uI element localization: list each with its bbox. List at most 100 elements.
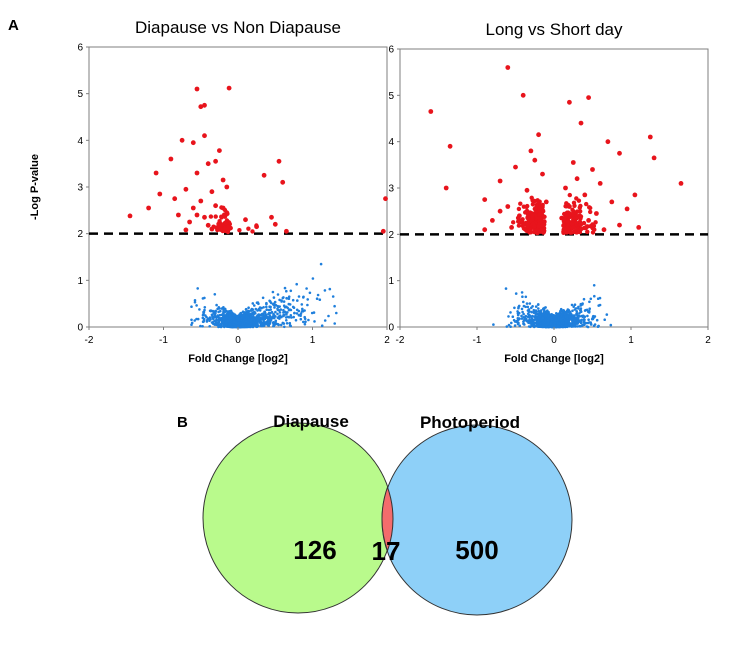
significant-point — [208, 214, 214, 219]
nonsignificant-point — [593, 294, 596, 298]
nonsignificant-point — [509, 311, 512, 314]
nonsignificant-point — [296, 299, 299, 302]
nonsignificant-point — [315, 297, 319, 301]
nonsignificant-point — [203, 306, 207, 309]
nonsignificant-point — [228, 313, 232, 317]
nonsignificant-point — [195, 317, 198, 321]
nonsignificant-point — [581, 314, 585, 318]
nonsignificant-point — [285, 305, 288, 309]
nonsignificant-point — [285, 319, 288, 322]
significant-point — [179, 137, 185, 143]
nonsignificant-point — [291, 298, 295, 302]
nonsignificant-point — [279, 323, 283, 327]
nonsignificant-point — [327, 314, 330, 318]
nonsignificant-point — [262, 316, 265, 320]
nonsignificant-point — [528, 302, 532, 305]
nonsignificant-point — [262, 324, 265, 328]
plot-title: Diapause vs Non Diapause — [135, 18, 341, 37]
nonsignificant-point — [323, 289, 327, 292]
nonsignificant-point — [262, 314, 266, 317]
nonsignificant-point — [320, 324, 324, 328]
nonsignificant-point — [281, 296, 285, 300]
panel-letter-a: A — [8, 17, 19, 34]
nonsignificant-point — [252, 312, 256, 316]
significant-point — [168, 156, 174, 162]
nonsignificant-point — [289, 289, 293, 293]
nonsignificant-point — [513, 306, 516, 310]
nonsignificant-point — [311, 277, 315, 280]
nonsignificant-point — [241, 314, 245, 317]
nonsignificant-point — [253, 304, 256, 307]
nonsignificant-point — [205, 319, 209, 322]
significant-point — [226, 85, 232, 91]
significant-point — [261, 172, 267, 178]
nonsignificant-point — [299, 317, 303, 321]
nonsignificant-point — [303, 322, 307, 326]
nonsignificant-point — [244, 320, 248, 323]
significant-point — [198, 104, 204, 110]
nonsignificant-point — [265, 302, 268, 306]
significant-point — [254, 223, 259, 228]
nonsignificant-point — [257, 307, 261, 311]
nonsignificant-point — [605, 313, 609, 316]
nonsignificant-point — [268, 299, 271, 303]
nonsignificant-point — [276, 307, 279, 311]
nonsignificant-point — [573, 303, 577, 307]
significant-point — [209, 189, 215, 195]
significant-point — [198, 198, 204, 204]
significant-point — [272, 221, 278, 227]
x-tick-label: -2 — [85, 335, 94, 346]
nonsignificant-point — [286, 311, 289, 314]
nonsignificant-point — [238, 325, 242, 328]
nonsignificant-point — [576, 322, 579, 325]
nonsignificant-point — [256, 318, 260, 322]
significant-point — [246, 226, 251, 231]
nonsignificant-point — [196, 287, 199, 290]
nonsignificant-point — [215, 321, 219, 325]
nonsignificant-points — [190, 262, 338, 329]
nonsignificant-point — [228, 322, 231, 326]
y-tick-label: 6 — [77, 43, 83, 54]
nonsignificant-point — [593, 323, 597, 326]
nonsignificant-point — [524, 305, 527, 309]
nonsignificant-point — [586, 314, 589, 318]
nonsignificant-point — [562, 309, 566, 313]
significant-point — [213, 214, 218, 219]
significant-point — [380, 228, 386, 234]
significant-point — [216, 227, 221, 232]
nonsignificant-point — [247, 310, 251, 313]
nonsignificant-point — [265, 305, 268, 309]
nonsignificant-point — [333, 322, 337, 325]
nonsignificant-point — [255, 324, 259, 327]
nonsignificant-point — [559, 309, 562, 313]
nonsignificant-point — [232, 318, 236, 321]
significant-point — [194, 86, 200, 92]
nonsignificant-point — [592, 284, 596, 287]
y-tick-label: 2 — [77, 229, 83, 240]
significant-point — [205, 222, 211, 228]
nonsignificant-point — [222, 317, 226, 321]
significant-point — [183, 186, 189, 192]
nonsignificant-point — [240, 316, 243, 320]
nonsignificant-point — [217, 310, 220, 314]
x-tick-label: 2 — [384, 335, 390, 346]
nonsignificant-point — [216, 315, 219, 319]
nonsignificant-point — [201, 297, 205, 300]
significant-point — [224, 184, 230, 190]
nonsignificant-point — [236, 324, 239, 328]
nonsignificant-point — [520, 291, 524, 294]
significant-point — [183, 227, 189, 233]
nonsignificant-point — [286, 315, 290, 319]
nonsignificant-point — [241, 322, 244, 326]
nonsignificant-point — [266, 319, 270, 322]
nonsignificant-point — [530, 310, 533, 314]
nonsignificant-point — [237, 319, 240, 322]
nonsignificant-point — [292, 315, 296, 319]
nonsignificant-point — [537, 307, 540, 310]
nonsignificant-point — [273, 300, 277, 304]
nonsignificant-point — [588, 309, 591, 313]
nonsignificant-point — [282, 313, 286, 317]
nonsignificant-point — [524, 314, 528, 318]
significant-point — [187, 219, 193, 225]
nonsignificant-point — [276, 312, 279, 316]
